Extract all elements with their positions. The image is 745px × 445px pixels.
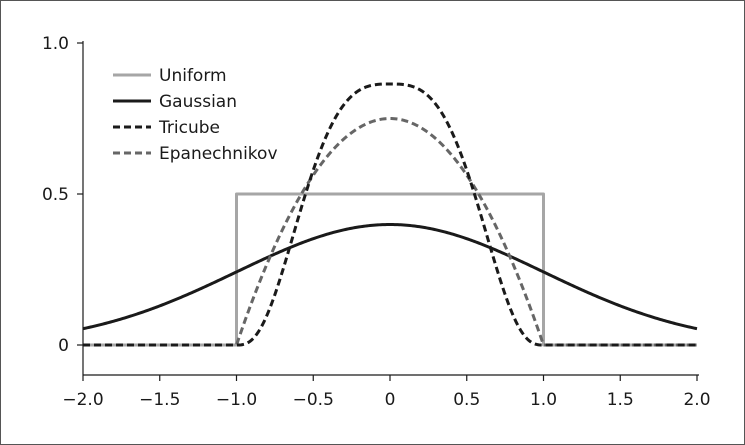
x-tick-label: 1.5 xyxy=(607,390,634,410)
x-tick-label: 2.0 xyxy=(683,390,710,410)
x-tick-label: 1.0 xyxy=(530,390,557,410)
series-lines xyxy=(82,82,698,347)
x-tick-label: −2.0 xyxy=(62,390,103,410)
series-line-uniform xyxy=(83,192,697,347)
legend-label-epanechnikov: Epanechnikov xyxy=(159,144,278,164)
y-tick-label: 1.0 xyxy=(42,34,69,54)
x-tick-label: −0.5 xyxy=(293,390,334,410)
series-line-tricube xyxy=(83,82,697,347)
series-line-gaussian xyxy=(82,223,698,331)
y-tick-label: 0 xyxy=(58,336,69,356)
y-tick-label: 0.5 xyxy=(42,185,69,205)
legend: Uniform Gaussian Tricube Epanechnikov xyxy=(113,66,278,164)
axes: −2.0 −1.5 −1.0 −0.5 0 0.5 1.0 1.5 2.0 0 0.5 1.0 xyxy=(42,34,711,410)
x-tick-label: −1.5 xyxy=(139,390,180,410)
x-tick-label: −1.0 xyxy=(216,390,257,410)
legend-label-uniform: Uniform xyxy=(159,66,227,86)
x-tick-label: 0 xyxy=(385,390,396,410)
legend-label-tricube: Tricube xyxy=(158,118,220,138)
legend-label-gaussian: Gaussian xyxy=(159,92,237,112)
x-tick-label: 0.5 xyxy=(453,390,480,410)
